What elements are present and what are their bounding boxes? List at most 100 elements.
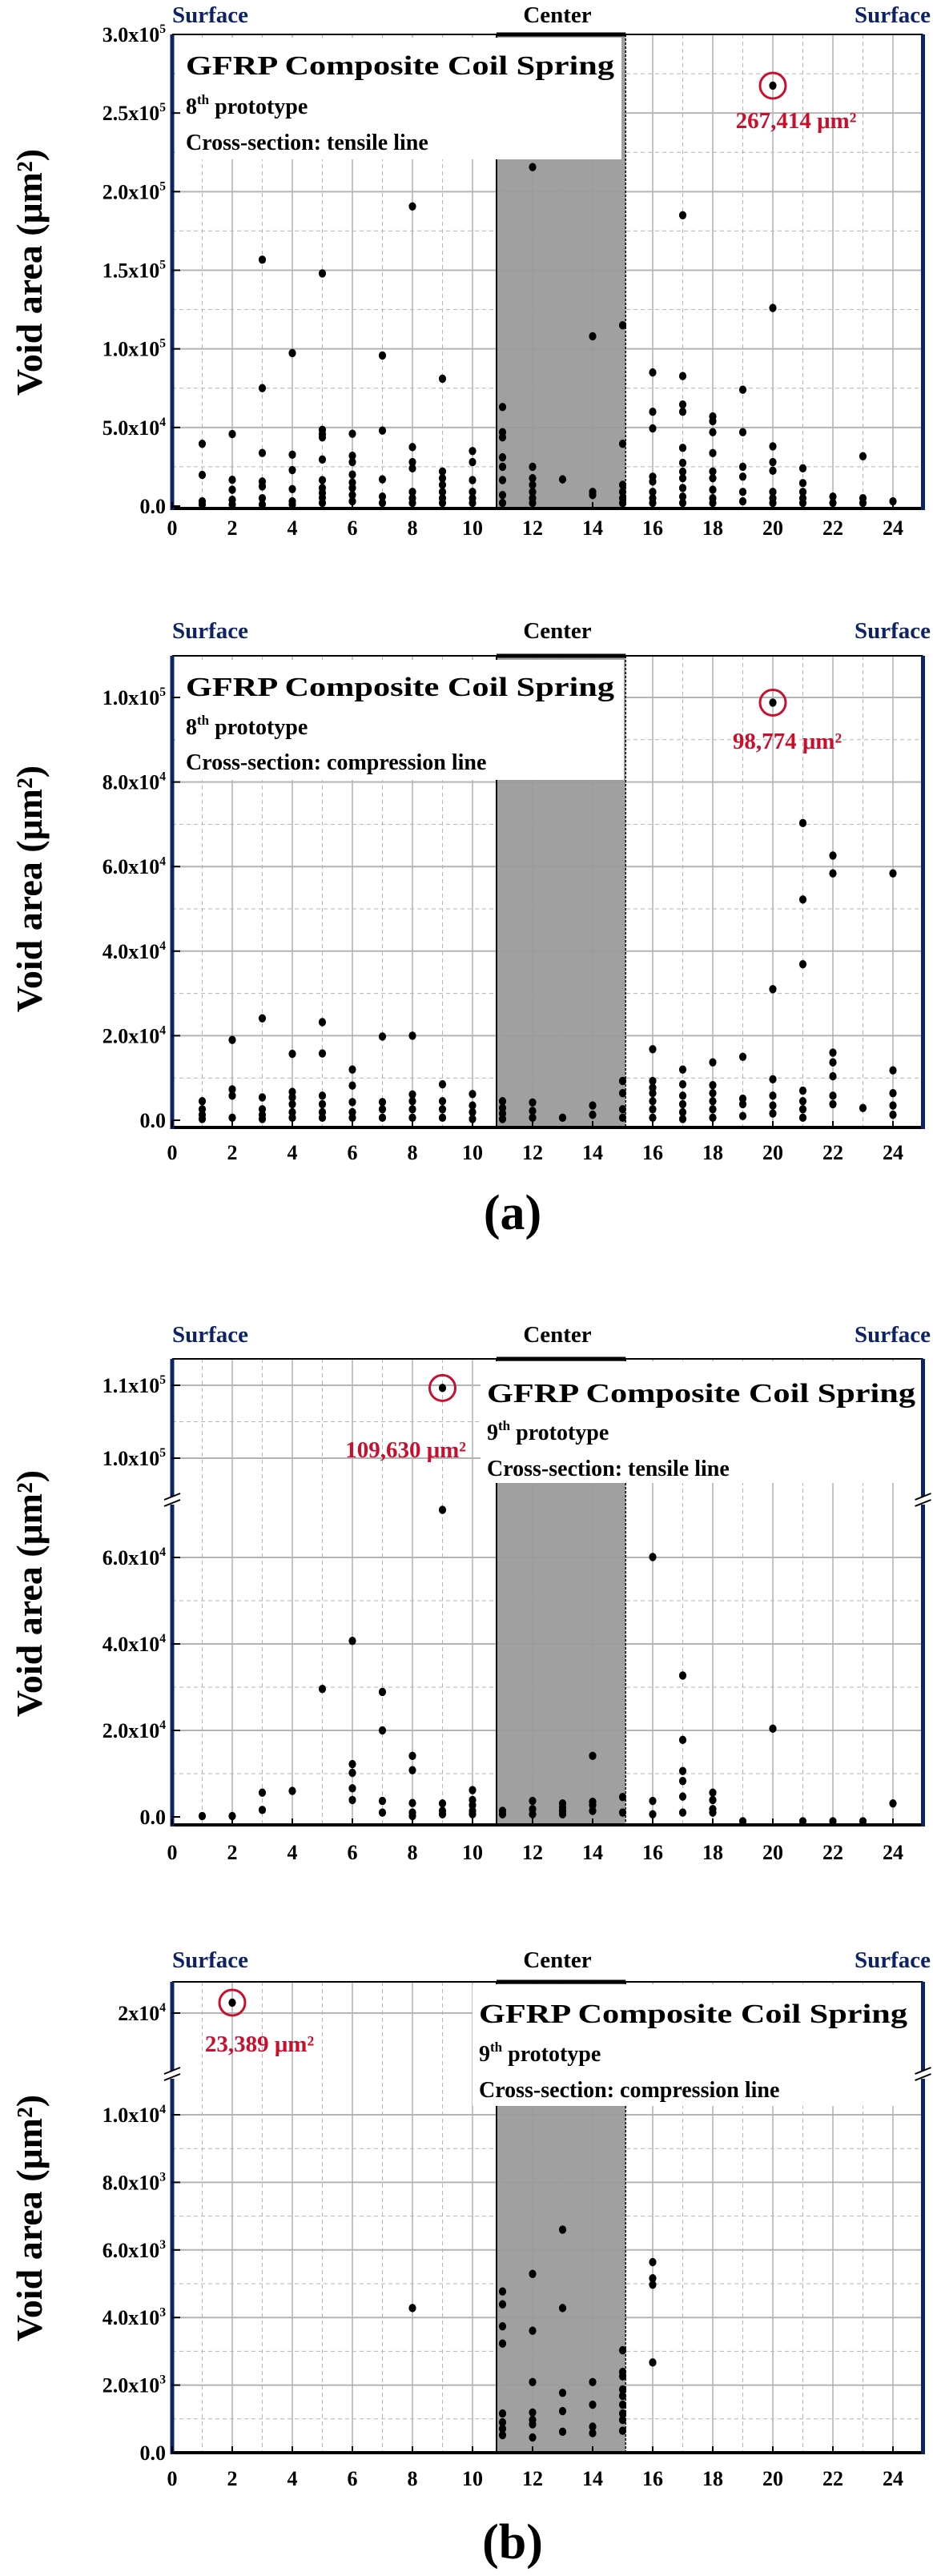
x-tick-label: 12 [522,516,543,540]
data-point [889,1101,897,1110]
x-tick-label: 10 [462,1841,483,1864]
y-tick-label: 0.0 [140,1806,167,1829]
data-point [649,1810,657,1818]
data-point [649,488,657,496]
data-point [889,869,897,878]
data-point [589,332,597,341]
data-point [678,1671,687,1680]
annotation-label: 109,630 μm² [345,1437,466,1463]
data-point [498,2300,507,2309]
data-point [649,2257,657,2267]
data-point [498,2287,507,2296]
data-point [709,1080,717,1090]
data-point [228,1085,236,1094]
data-point [618,1792,627,1802]
legend-prototype-number: 8 [186,715,197,740]
data-point [859,452,867,460]
data-point [318,1018,327,1027]
data-point [529,1107,537,1115]
data-point [198,1811,207,1821]
data-point [618,498,627,508]
y-tick-label: 6.0x104 [103,854,167,878]
data-point [709,474,717,483]
data-point [558,1113,567,1123]
x-tick-label: 4 [288,516,298,540]
data-point [408,1105,416,1114]
data-point [498,2409,507,2418]
x-tick-label: 16 [642,2467,663,2490]
data-point [408,1031,416,1040]
data-point [378,1726,387,1735]
data-point [469,1090,477,1099]
data-point [529,488,537,496]
x-tick-label: 14 [582,1841,603,1864]
data-point [618,2426,627,2435]
data-point [798,464,807,473]
data-point [348,1784,356,1793]
data-point [769,698,777,707]
y-tick-label: 1.0x105 [103,685,167,709]
surface-label-left: Surface [172,2,248,28]
data-point [798,498,807,508]
data-point [769,1109,777,1118]
legend-prototype: 9th prototype [487,1418,609,1445]
data-point [498,433,507,442]
x-tick-label: 14 [582,516,603,540]
data-point [408,1811,416,1821]
data-point [318,1049,327,1058]
x-tick-label: 20 [762,2467,783,2490]
data-point [378,1808,387,1817]
data-point [258,482,267,491]
data-point [618,2415,627,2425]
data-point [618,480,627,489]
data-point [198,500,207,509]
x-tick-label: 6 [348,1141,358,1164]
data-point [258,1806,267,1814]
center-label: Center [523,1947,591,1973]
data-point [288,1099,296,1109]
y-tick-label: 1.5x105 [103,259,167,283]
data-point [678,1091,687,1100]
data-point [709,448,717,458]
data-point [798,959,807,969]
x-tick-label: 14 [582,1141,603,1164]
data-point [469,488,477,496]
data-point [378,1098,387,1107]
data-point [678,211,687,219]
data-point [678,467,687,476]
data-point [829,1099,837,1109]
annotation-label: 23,389 μm² [205,2031,315,2057]
data-point [258,1014,267,1023]
data-point [378,1105,387,1114]
surface-label-right: Surface [855,1947,931,1973]
y-axis-label: Void area (μm²) [9,1470,50,1717]
data-point [738,496,747,506]
data-point [408,202,416,211]
data-point [738,428,747,436]
y-tick-label: 8.0x103 [103,2170,167,2194]
data-point [649,2274,657,2283]
data-point [829,1048,837,1057]
data-point [228,1091,236,1100]
x-tick-label: 16 [642,1841,663,1864]
data-point [769,488,777,496]
data-point [288,450,296,459]
data-point [558,1810,567,1818]
data-point [378,1032,387,1041]
data-point [348,1637,356,1646]
chart-panel-4: GFRP Composite Coil Spring 9th prototype C… [9,1947,931,2490]
data-point [438,474,447,483]
data-point [829,851,837,860]
data-point [348,1081,356,1090]
data-point [529,2377,537,2387]
data-point [678,1107,687,1117]
data-point [649,1097,657,1106]
x-tick-label: 8 [408,516,418,540]
x-tick-label: 10 [462,1141,483,1164]
y-axis-label: Void area (μm²) [9,149,50,396]
data-point [678,492,687,501]
data-point [769,457,777,467]
data-point [709,1105,717,1114]
x-tick-label: 22 [822,516,843,540]
data-point [408,488,416,496]
